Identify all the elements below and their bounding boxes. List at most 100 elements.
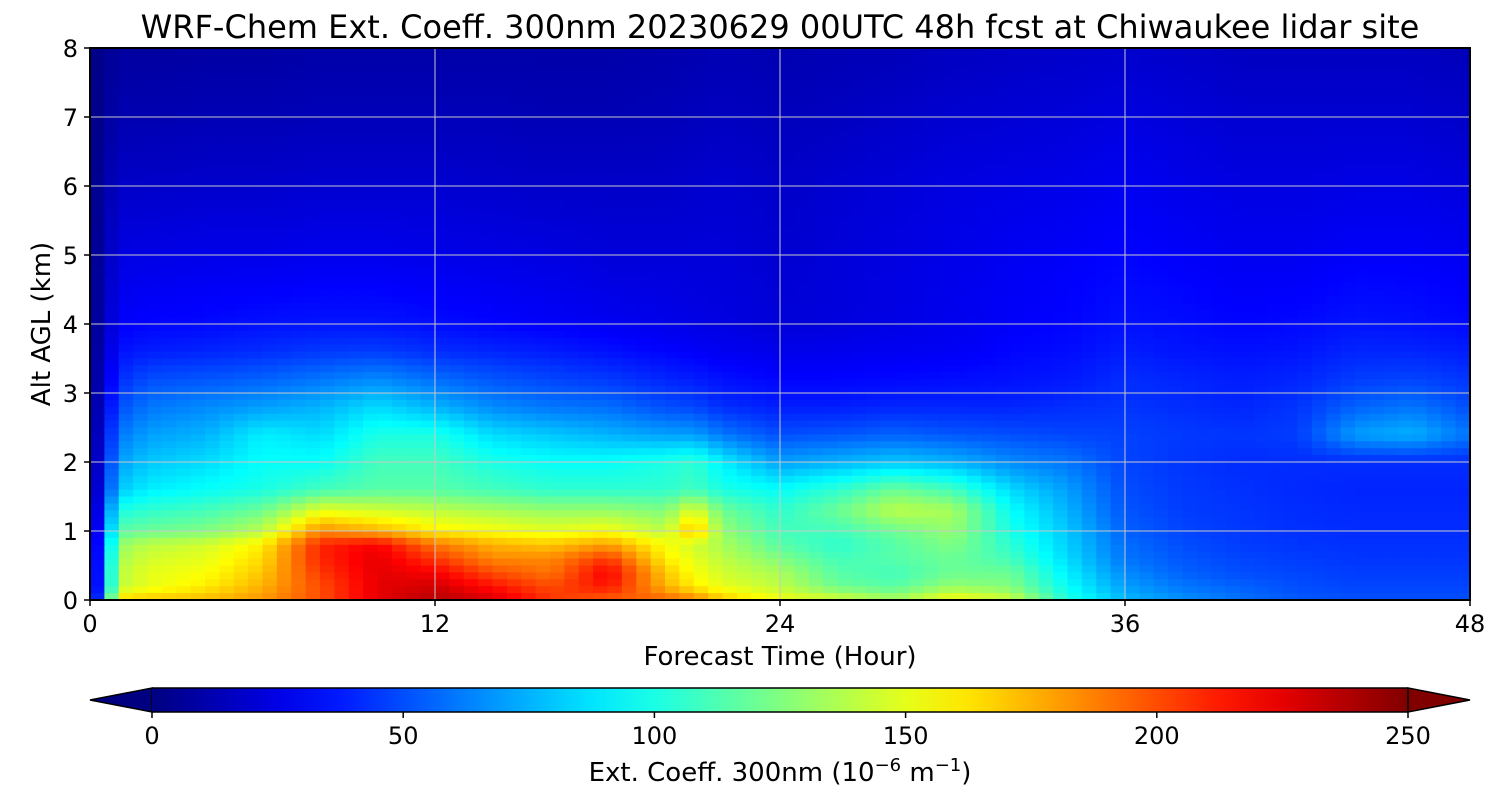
heatmap-cell: [377, 310, 393, 318]
heatmap-cell: [1024, 358, 1040, 366]
heatmap-cell: [320, 351, 335, 360]
heatmap-cell: [233, 337, 249, 346]
heatmap-cell: [621, 317, 637, 325]
heatmap-cell: [363, 303, 379, 311]
heatmap-cell: [1441, 282, 1457, 291]
heatmap-cell: [478, 248, 494, 256]
heatmap-cell: [1426, 158, 1442, 166]
heatmap-cell: [205, 130, 220, 139]
heatmap-cell: [320, 372, 335, 380]
heatmap-cell: [363, 324, 379, 332]
heatmap-cell: [1038, 310, 1054, 318]
heatmap-cell: [808, 344, 824, 353]
heatmap-cell: [233, 75, 249, 84]
heatmap-cell: [923, 365, 939, 373]
heatmap-cell: [780, 206, 795, 215]
heatmap-cell: [1110, 213, 1126, 222]
heatmap-cell: [492, 61, 508, 70]
heatmap-cell: [1010, 220, 1025, 228]
heatmap-cell: [851, 48, 867, 56]
heatmap-cell: [995, 117, 1011, 125]
heatmap-cell: [550, 358, 565, 366]
heatmap-cell: [1383, 379, 1399, 387]
heatmap-cell: [176, 351, 192, 360]
heatmap-cell: [1240, 61, 1255, 70]
heatmap-cell: [866, 158, 882, 166]
heatmap-cell: [1240, 110, 1255, 118]
heatmap-cell: [938, 275, 954, 284]
heatmap-cell: [722, 289, 738, 297]
heatmap-cell: [693, 372, 709, 380]
heatmap-cell: [1211, 261, 1227, 270]
heatmap-cell: [1355, 82, 1370, 90]
heatmap-cell: [1311, 186, 1327, 194]
heatmap-cell: [118, 261, 134, 270]
heatmap-cell: [1038, 151, 1054, 159]
heatmap-cell: [1211, 241, 1227, 249]
heatmap-cell: [1168, 151, 1184, 159]
heatmap-cell: [248, 110, 264, 118]
heatmap-cell: [1268, 393, 1284, 401]
heatmap-cell: [851, 365, 867, 373]
heatmap-cell: [1326, 261, 1342, 270]
heatmap-cell: [205, 372, 220, 380]
heatmap-cell: [995, 172, 1011, 180]
heatmap-cell: [118, 324, 134, 332]
heatmap-cell: [765, 365, 781, 373]
heatmap-cell: [133, 96, 149, 104]
heatmap-cell: [219, 234, 235, 242]
heatmap-cell: [463, 248, 479, 256]
heatmap-cell: [363, 261, 379, 270]
heatmap-cell: [1196, 103, 1212, 111]
heatmap-cell: [1139, 358, 1155, 366]
heatmap-cell: [521, 61, 537, 70]
heatmap-cell: [161, 54, 177, 63]
heatmap-cell: [190, 96, 206, 104]
heatmap-cell: [981, 192, 997, 201]
heatmap-cell: [880, 379, 896, 387]
heatmap-cell: [693, 344, 709, 353]
heatmap-cell: [1053, 123, 1069, 132]
heatmap-cell: [880, 89, 896, 97]
heatmap-cell: [851, 324, 867, 332]
heatmap-cell: [880, 358, 896, 366]
heatmap-cell: [205, 296, 220, 304]
heatmap-cell: [693, 310, 709, 318]
heatmap-cell: [377, 96, 393, 104]
heatmap-cell: [823, 255, 839, 263]
heatmap-cell: [320, 144, 335, 153]
heatmap-cell: [262, 68, 278, 77]
heatmap-cell: [463, 48, 479, 56]
heatmap-cell: [305, 324, 321, 332]
heatmap-cell: [1369, 365, 1385, 373]
heatmap-cell: [564, 310, 580, 318]
heatmap-cell: [1196, 358, 1212, 366]
heatmap-cell: [1297, 289, 1313, 297]
heatmap-cell: [291, 358, 307, 366]
heatmap-cell: [1067, 82, 1083, 90]
heatmap-cell: [262, 227, 278, 235]
heatmap-cell: [650, 110, 666, 118]
heatmap-cell: [1081, 172, 1097, 180]
heatmap-cell: [837, 234, 853, 242]
heatmap-cell: [1340, 351, 1356, 360]
heatmap-cell: [391, 268, 407, 277]
heatmap-cell: [1211, 255, 1227, 263]
heatmap-cell: [966, 268, 982, 277]
heatmap-cell: [377, 289, 393, 297]
heatmap-cell: [463, 241, 479, 249]
heatmap-cell: [636, 282, 652, 291]
heatmap-cell: [938, 96, 954, 104]
heatmap-cell: [823, 192, 839, 201]
heatmap-cell: [909, 186, 925, 194]
heatmap-cell: [90, 255, 105, 263]
heatmap-cell: [938, 337, 954, 346]
heatmap-cell: [923, 289, 939, 297]
heatmap-cell: [219, 365, 235, 373]
heatmap-cell: [1168, 337, 1184, 346]
heatmap-cell: [1398, 227, 1414, 235]
heatmap-cell: [377, 199, 393, 208]
heatmap-cell: [377, 172, 393, 180]
heatmap-cell: [363, 213, 379, 222]
heatmap-cell: [1297, 358, 1313, 366]
